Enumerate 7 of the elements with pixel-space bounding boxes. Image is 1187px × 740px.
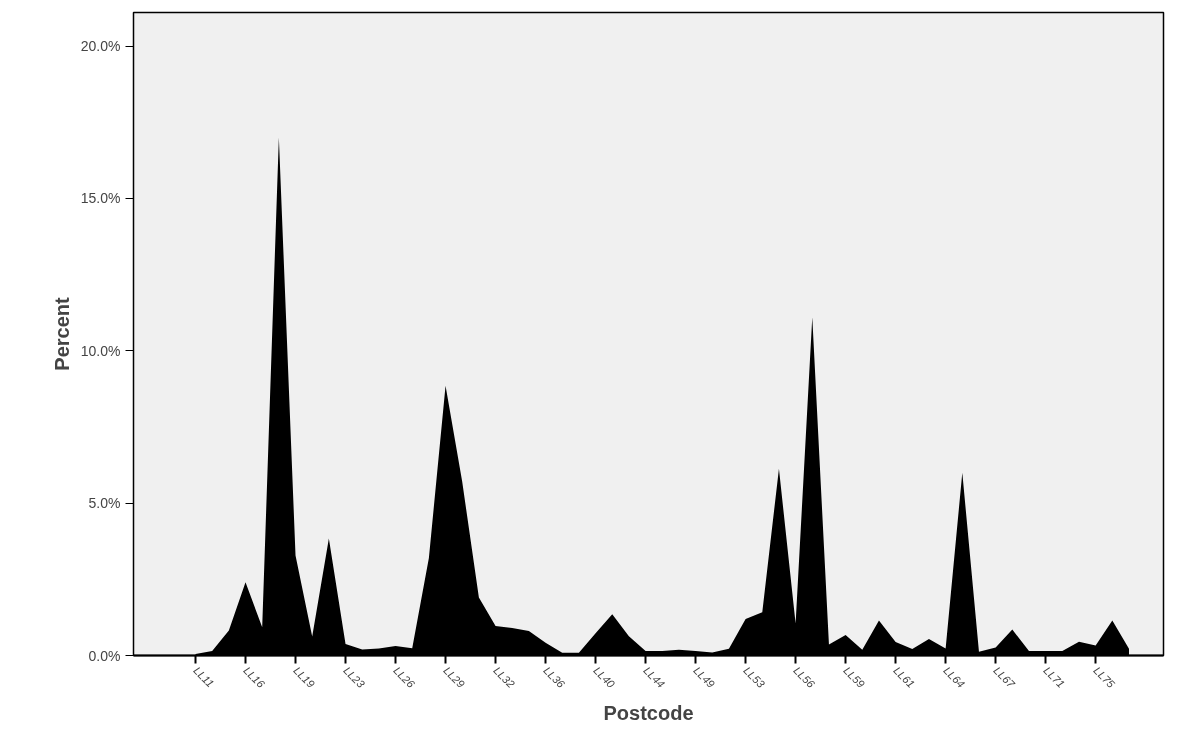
y-axis-title: Percent — [50, 296, 73, 371]
y-tick-label: 20.0% — [80, 38, 121, 55]
y-tick-label: 15.0% — [80, 190, 121, 207]
y-tick-label: 10.0% — [80, 342, 121, 359]
x-axis-title: Postcode — [603, 702, 694, 725]
y-tick-label: 5.0% — [88, 495, 121, 512]
y-tick-label: 0.0% — [88, 647, 121, 664]
